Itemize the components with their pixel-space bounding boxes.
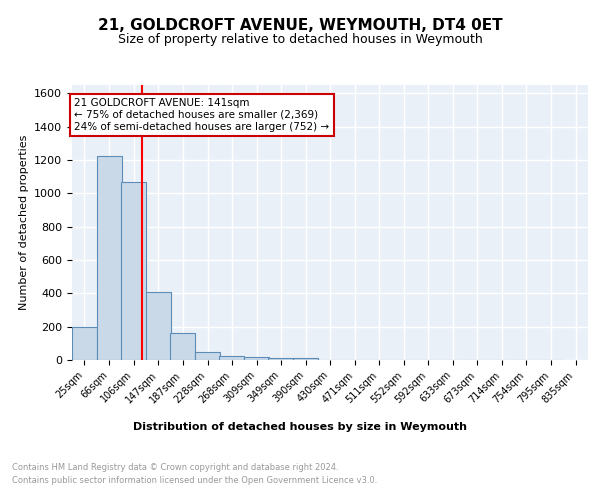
Text: 21 GOLDCROFT AVENUE: 141sqm
← 75% of detached houses are smaller (2,369)
24% of : 21 GOLDCROFT AVENUE: 141sqm ← 75% of det…	[74, 98, 329, 132]
Bar	[244, 356, 269, 360]
Text: Contains HM Land Registry data © Crown copyright and database right 2024.: Contains HM Land Registry data © Crown c…	[12, 462, 338, 471]
Y-axis label: Number of detached properties: Number of detached properties	[19, 135, 29, 310]
Bar	[268, 358, 293, 360]
Text: 21, GOLDCROFT AVENUE, WEYMOUTH, DT4 0ET: 21, GOLDCROFT AVENUE, WEYMOUTH, DT4 0ET	[98, 18, 502, 32]
Bar	[146, 292, 171, 360]
Bar	[220, 356, 244, 360]
Text: Size of property relative to detached houses in Weymouth: Size of property relative to detached ho…	[118, 32, 482, 46]
Bar	[293, 358, 318, 360]
Bar	[170, 332, 195, 360]
Bar	[72, 326, 97, 360]
Bar	[121, 182, 146, 360]
Text: Contains public sector information licensed under the Open Government Licence v3: Contains public sector information licen…	[12, 476, 377, 485]
Bar	[195, 352, 220, 360]
Bar	[97, 156, 122, 360]
Text: Distribution of detached houses by size in Weymouth: Distribution of detached houses by size …	[133, 422, 467, 432]
